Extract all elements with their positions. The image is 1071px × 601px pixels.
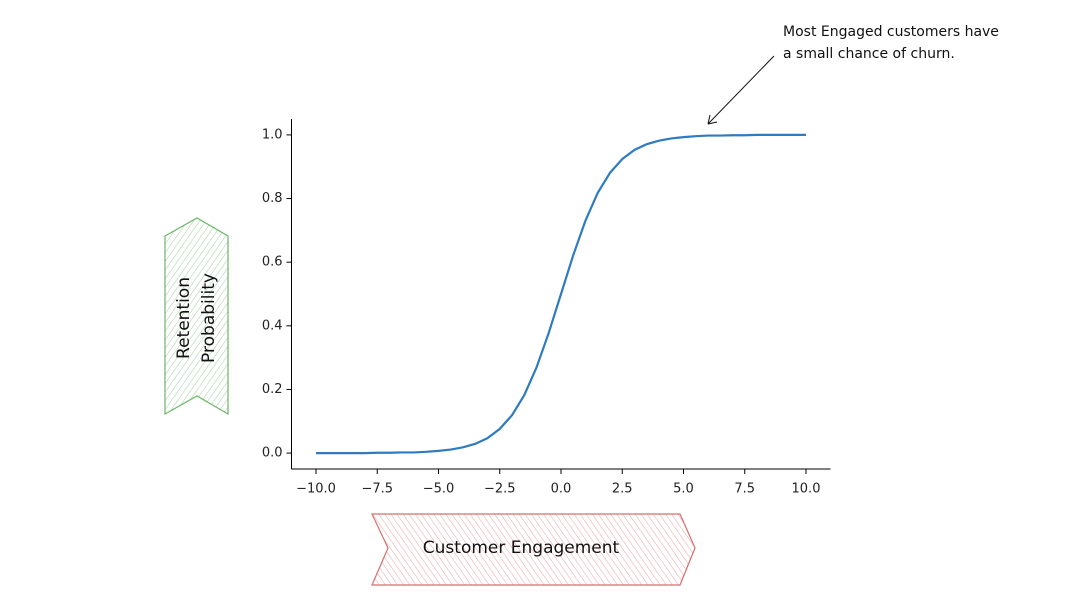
x-tick-label: −10.0 xyxy=(296,482,336,497)
annotation-arrow xyxy=(707,55,775,125)
x-tick-label: 0.0 xyxy=(551,482,572,497)
y-tick-label: 1.0 xyxy=(262,127,283,142)
y-tick-label: 0.4 xyxy=(262,318,283,333)
arrow-head xyxy=(707,114,718,125)
x-tick-label: 5.0 xyxy=(673,482,694,497)
x-tick-label: 10.0 xyxy=(792,482,821,497)
annotation: a small chance of churn. xyxy=(783,46,955,62)
y-axis-label: Retention xyxy=(174,277,194,359)
x-tick-label: −5.0 xyxy=(423,482,455,497)
xlabel-ribbon xyxy=(371,513,696,586)
x-tick-label: −2.5 xyxy=(484,482,516,497)
x-tick-label: 2.5 xyxy=(612,482,633,497)
y-tick-label: 0.0 xyxy=(262,446,283,461)
x-tick-label: 7.5 xyxy=(734,482,755,497)
ylabel-ribbon xyxy=(164,217,229,416)
x-tick-label: −7.5 xyxy=(361,482,393,497)
line xyxy=(316,133,806,455)
y-tick-label: 0.8 xyxy=(262,191,283,206)
x-axis-label: Customer Engagement xyxy=(423,538,620,558)
annotation: Most Engaged customers have xyxy=(783,24,999,40)
y-tick-label: 0.6 xyxy=(262,255,283,270)
y-tick-label: 0.2 xyxy=(262,382,283,397)
y-axis-label: Probability xyxy=(199,273,219,363)
